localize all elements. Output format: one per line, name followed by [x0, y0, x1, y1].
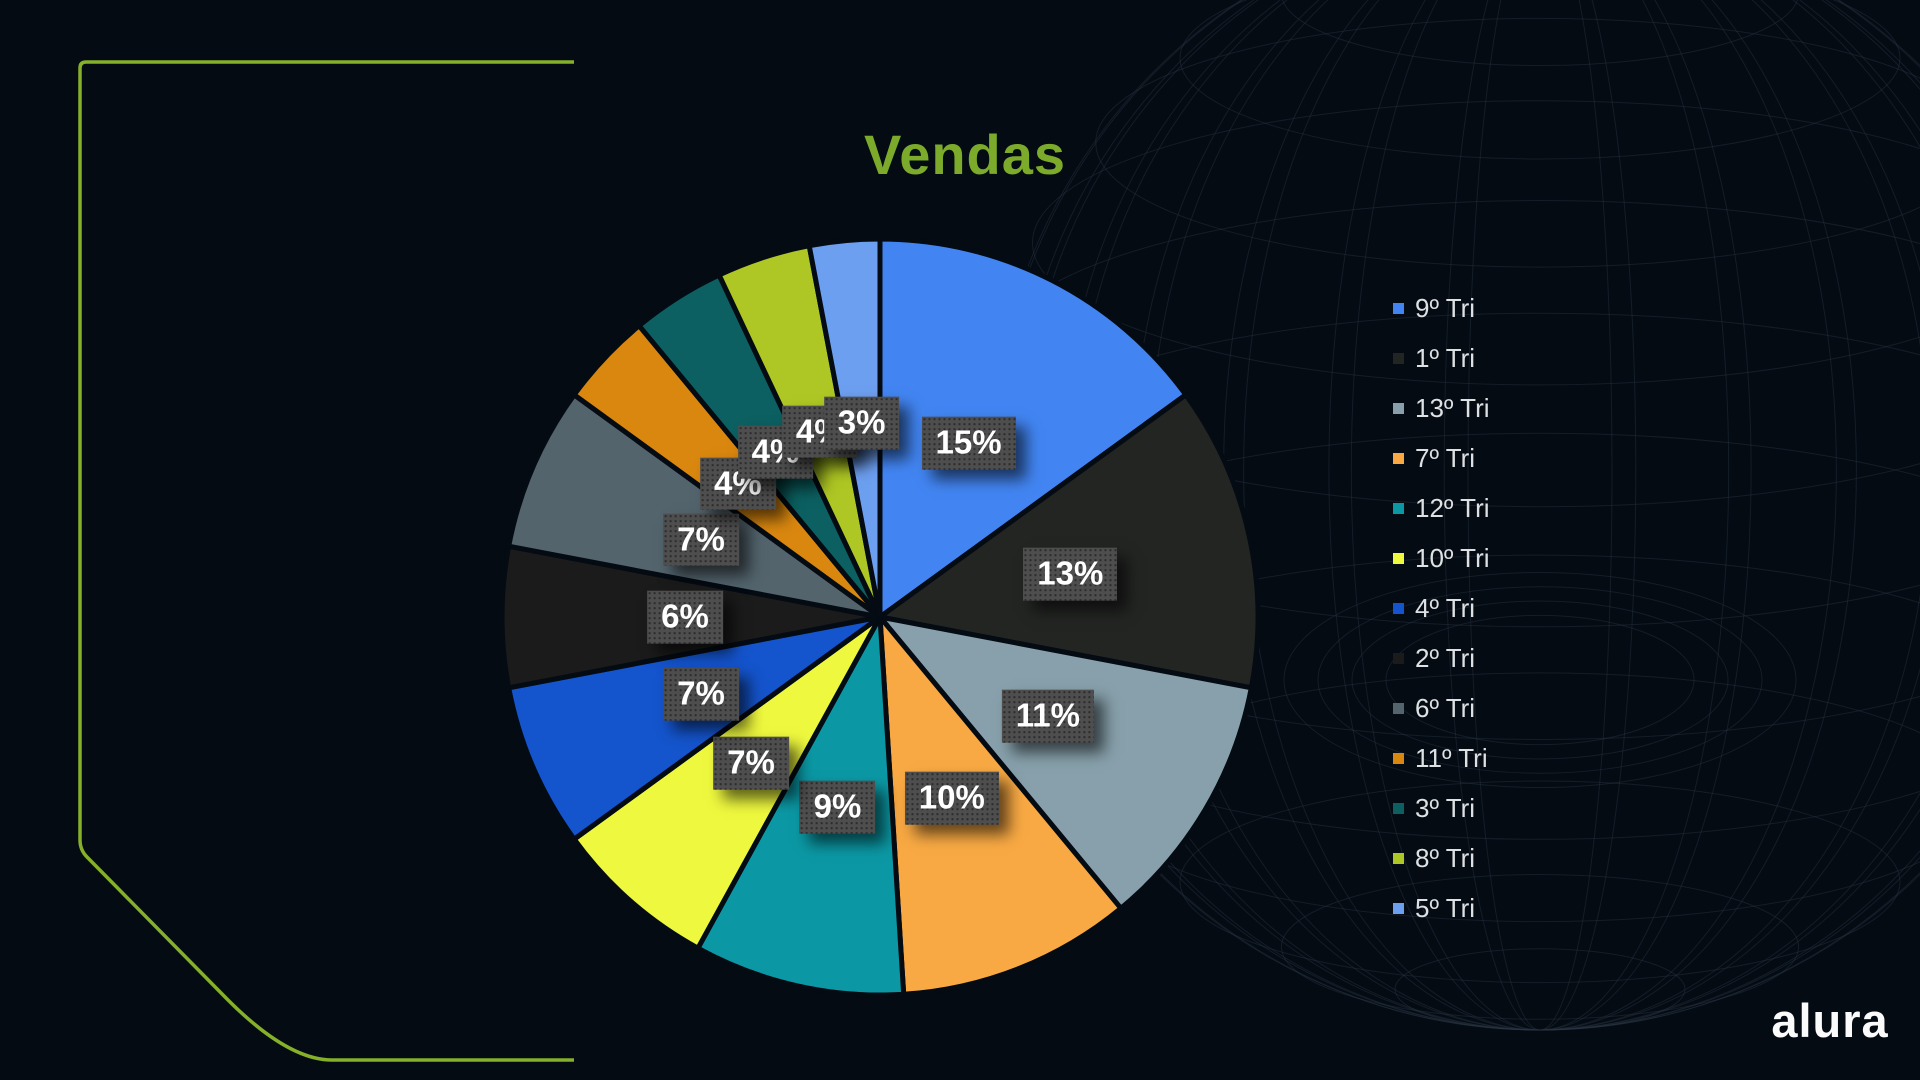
- legend-swatch: [1393, 852, 1404, 864]
- legend-label: 11º Tri: [1415, 742, 1488, 773]
- legend-label: 1º Tri: [1415, 342, 1476, 373]
- legend-label: 5º Tri: [1415, 892, 1476, 923]
- pie-data-label: 13%: [1023, 548, 1118, 601]
- legend-item: 7º Tri: [1393, 433, 1490, 483]
- legend-label: 8º Tri: [1415, 842, 1476, 873]
- legend-item: 5º Tri: [1393, 883, 1490, 933]
- pie-slice: [877, 236, 1189, 620]
- legend-swatch: [1393, 752, 1404, 764]
- legend-item: 9º Tri: [1393, 283, 1490, 333]
- legend-swatch: [1393, 902, 1404, 914]
- legend-label: 6º Tri: [1415, 692, 1476, 723]
- legend-label: 9º Tri: [1415, 292, 1476, 323]
- legend-item: 1º Tri: [1393, 333, 1490, 383]
- legend-item: 12º Tri: [1393, 483, 1490, 533]
- legend-label: 13º Tri: [1415, 392, 1490, 423]
- legend-label: 12º Tri: [1415, 492, 1490, 523]
- legend-swatch: [1393, 502, 1404, 514]
- pie-slice: [506, 392, 883, 620]
- pie-slice: [877, 614, 1124, 997]
- legend-swatch: [1393, 702, 1404, 714]
- legend-label: 3º Tri: [1415, 792, 1476, 823]
- legend-swatch: [1393, 352, 1404, 364]
- legend-swatch: [1393, 452, 1404, 464]
- pie-data-label: 11%: [1001, 689, 1094, 743]
- legend-label: 7º Tri: [1415, 442, 1476, 473]
- legend-item: 11º Tri: [1393, 733, 1490, 783]
- pie-data-label: 7%: [663, 668, 739, 721]
- chart-title: Vendas: [863, 123, 1067, 186]
- legend-label: 10º Tri: [1415, 542, 1490, 573]
- legend-item: 8º Tri: [1393, 833, 1490, 883]
- legend-item: 10º Tri: [1393, 533, 1490, 583]
- brand-logo: alura: [1771, 994, 1889, 1047]
- pie-data-label: 10%: [904, 771, 999, 825]
- legend-swatch: [1393, 602, 1404, 614]
- legend-label: 2º Tri: [1415, 642, 1476, 673]
- legend-swatch: [1393, 802, 1404, 814]
- legend-item: 6º Tri: [1393, 683, 1490, 733]
- pie-data-label: 7%: [663, 513, 739, 566]
- legend-swatch: [1393, 552, 1404, 564]
- legend-swatch: [1393, 652, 1404, 664]
- pie-data-label: 9%: [799, 780, 876, 834]
- pie-data-label: 6%: [647, 590, 723, 644]
- pie-slice: [877, 614, 1254, 911]
- legend-item: 3º Tri: [1393, 783, 1490, 833]
- pie-data-label: 7%: [713, 736, 789, 790]
- legend-label: 4º Tri: [1415, 592, 1476, 623]
- pie-data-label: 15%: [921, 416, 1016, 470]
- chart-legend: 9º Tri 1º Tri 13º Tri 7º Tri 12º Tri 10º Tri 4…: [1393, 283, 1490, 933]
- legend-item: 4º Tri: [1393, 583, 1490, 633]
- legend-swatch: [1393, 402, 1404, 414]
- pie-slice: [877, 392, 1261, 691]
- legend-swatch: [1393, 302, 1404, 314]
- pie-data-label: 3%: [823, 396, 900, 450]
- legend-item: 13º Tri: [1393, 383, 1490, 433]
- green-frame-border: [78, 60, 574, 1062]
- legend-item: 2º Tri: [1393, 633, 1490, 683]
